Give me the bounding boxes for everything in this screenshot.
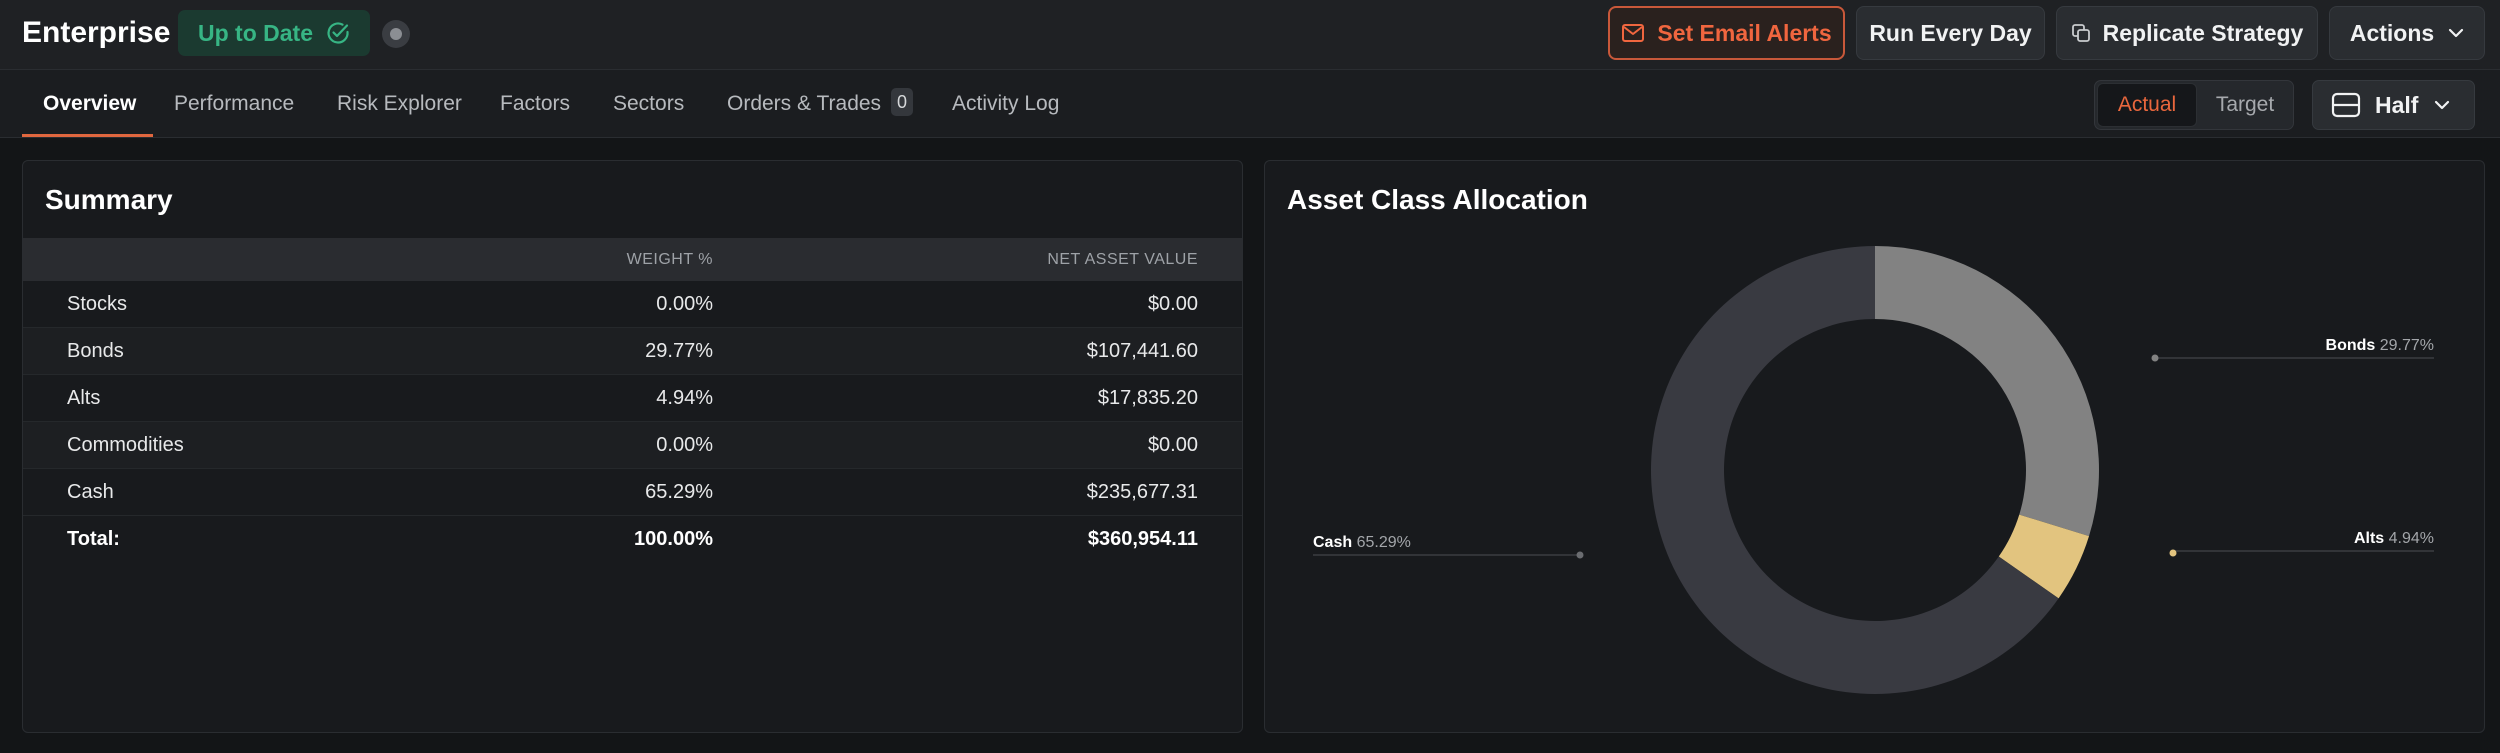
set-email-alerts-label: Set Email Alerts xyxy=(1657,19,1832,46)
actual-target-toggle: Actual Target xyxy=(2094,80,2294,130)
actions-dropdown[interactable]: Actions xyxy=(2329,6,2485,60)
slice-label-bonds: Bonds 29.77% xyxy=(2326,337,2434,354)
status-text: Up to Date xyxy=(198,19,313,46)
tab-orders-trades-label: Orders & Trades xyxy=(727,92,882,115)
run-every-day-label: Run Every Day xyxy=(1869,19,2032,46)
table-row: Stocks 0.00% $0.00 xyxy=(23,281,1242,328)
nav-column-header: NET ASSET VALUE xyxy=(1047,251,1198,268)
tab-overview[interactable]: Overview xyxy=(43,92,137,115)
tab-sectors[interactable]: Sectors xyxy=(613,92,685,115)
asset-allocation-panel: Asset Class Allocation Bonds 29.77% Alts … xyxy=(1264,160,2485,733)
layout-select-label: Half xyxy=(2375,91,2419,118)
asset-class-name: Stocks xyxy=(67,293,128,315)
weight-value: 65.29% xyxy=(645,481,713,503)
status-badge: Up to Date xyxy=(178,10,370,56)
summary-title: Summary xyxy=(45,184,173,215)
check-circle-icon xyxy=(327,22,349,44)
nav-value: $0.00 xyxy=(1147,434,1198,456)
table-row: Commodities 0.00% $0.00 xyxy=(23,422,1242,469)
nav-value: $235,677.31 xyxy=(1086,481,1198,503)
run-every-day-button[interactable]: Run Every Day xyxy=(1856,6,2045,60)
replicate-strategy-label: Replicate Strategy xyxy=(2102,19,2304,46)
chevron-down-icon xyxy=(2435,100,2450,110)
total-label: Total: xyxy=(67,528,120,550)
donut-slice-bonds[interactable] xyxy=(1875,246,2099,537)
weight-value: 4.94% xyxy=(656,387,713,409)
callout-dot-alts xyxy=(2169,549,2177,557)
slice-label-cash: Cash 65.29% xyxy=(1313,534,1411,551)
total-row: Total: 100.00% $360,954.11 xyxy=(23,516,1242,563)
summary-panel: Summary WEIGHT % NET ASSET VALUE Stocks … xyxy=(22,160,1243,733)
donut-slice-cash[interactable] xyxy=(1651,246,2059,694)
total-nav: $360,954.11 xyxy=(1087,528,1198,550)
tab-orders-trades[interactable]: Orders & Trades 0 xyxy=(727,70,914,138)
table-row: Alts 4.94% $17,835.20 xyxy=(23,375,1242,422)
callout-dot-bonds xyxy=(2151,354,2159,362)
slice-label-alts: Alts 4.94% xyxy=(2354,530,2434,547)
callout-dot-cash xyxy=(1576,551,1584,559)
allocation-donut-chart: Bonds 29.77% Alts 4.94% Cash 65.29% xyxy=(1313,246,2434,694)
tab-performance[interactable]: Performance xyxy=(174,92,295,115)
weight-value: 0.00% xyxy=(656,434,713,456)
layout-select[interactable]: Half xyxy=(2312,80,2475,130)
nav-value: $0.00 xyxy=(1147,293,1198,315)
asset-class-name: Alts xyxy=(67,387,101,409)
actual-option[interactable]: Actual xyxy=(2097,83,2197,127)
table-row: Cash 65.29% $235,677.31 xyxy=(23,469,1242,516)
table-row: Bonds 29.77% $107,441.60 xyxy=(23,328,1242,375)
strategy-title: Enterprise xyxy=(22,16,171,49)
allocation-title: Asset Class Allocation xyxy=(1287,184,1588,215)
replicate-strategy-button[interactable]: Replicate Strategy xyxy=(2056,6,2318,60)
mail-icon xyxy=(1622,24,1645,42)
summary-table-header: WEIGHT % NET ASSET VALUE xyxy=(23,238,1242,281)
record-dot-icon[interactable] xyxy=(382,20,410,48)
tab-activity-log[interactable]: Activity Log xyxy=(952,92,1060,115)
set-email-alerts-button[interactable]: Set Email Alerts xyxy=(1608,6,1845,60)
nav-value: $107,441.60 xyxy=(1086,340,1198,362)
orders-count-badge: 0 xyxy=(891,88,914,117)
asset-class-name: Commodities xyxy=(67,434,184,456)
donut-slice-alts[interactable] xyxy=(1998,514,2090,599)
asset-class-name: Cash xyxy=(67,481,114,503)
weight-column-header: WEIGHT % xyxy=(626,251,713,268)
nav-value: $17,835.20 xyxy=(1097,387,1198,409)
weight-value: 0.00% xyxy=(656,293,713,315)
tab-factors[interactable]: Factors xyxy=(500,92,571,115)
chevron-down-icon xyxy=(2449,28,2464,38)
tab-risk-explorer[interactable]: Risk Explorer xyxy=(337,92,462,115)
top-bar: Enterprise Up to Date Set Email Alerts R… xyxy=(0,0,2500,70)
total-weight: 100.00% xyxy=(634,528,713,550)
tab-bar: Overview Performance Risk Explorer Facto… xyxy=(0,70,2500,138)
weight-value: 29.77% xyxy=(645,340,713,362)
active-tab-indicator xyxy=(22,134,153,137)
copy-icon xyxy=(2071,24,2090,42)
split-layout-icon xyxy=(2331,92,2361,118)
actions-label: Actions xyxy=(2349,19,2435,46)
asset-class-name: Bonds xyxy=(67,340,124,362)
target-option[interactable]: Target xyxy=(2215,93,2275,116)
